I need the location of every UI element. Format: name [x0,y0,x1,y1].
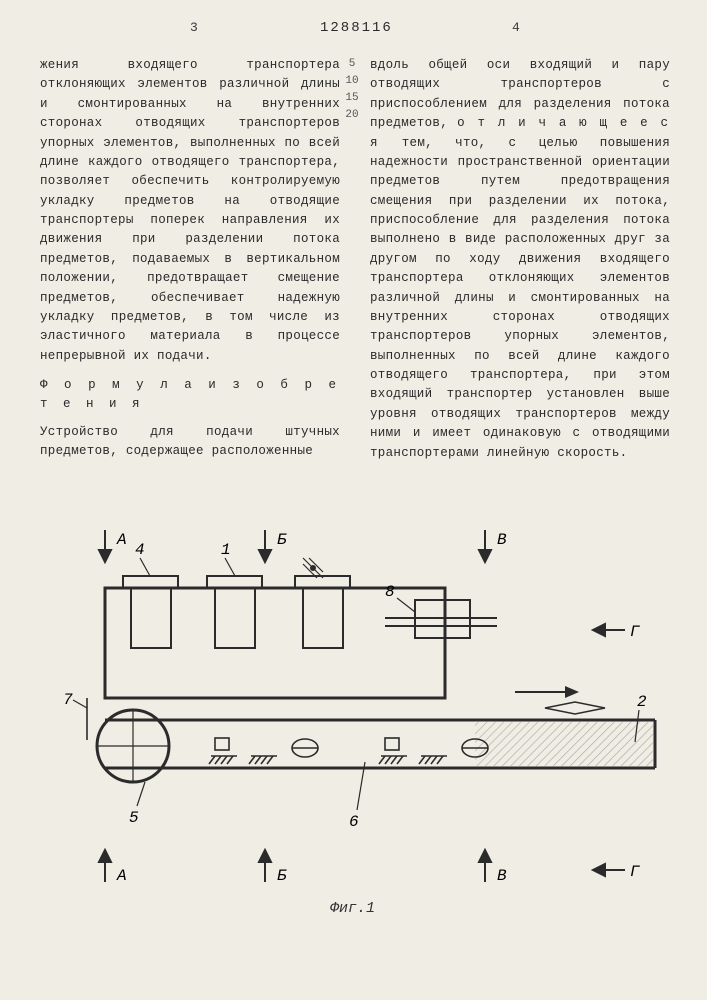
section-label-G-top: Г [630,623,640,641]
section-label-A-bot: A [116,867,127,885]
right-paragraph-b: тем, что, с целью повышения надежности п… [370,136,670,460]
formula-heading: Ф о р м у л а и з о б р е т е н и я [40,376,340,415]
callout-4: 4 [135,541,145,559]
section-label-B-top: Б [277,531,287,549]
left-paragraph-2: Устройство для подачи штучных предметов,… [40,423,340,462]
upper-frame [105,588,445,698]
callout-6: 6 [349,813,359,831]
callout-7: 7 [63,691,73,709]
section-label-B-bot: Б [277,867,287,885]
section-label-G-bot: Г [630,863,640,881]
section-label-V-bot: В [497,867,507,885]
figure-caption: Фиг.1 [330,900,375,917]
supports [87,698,488,764]
right-text-column: вдоль общей оси входящий и пару отводящи… [370,56,670,463]
lower-conveyor [105,720,655,768]
section-label-V-top: В [497,531,507,549]
left-paragraph-1: жения входящего транспортера отклоняющих… [40,56,340,366]
line-number-gutter: 5 10 15 20 [340,56,364,124]
left-text-column: жения входящего транспортера отклоняющих… [40,56,340,462]
callout-2: 2 [637,693,647,711]
page-number-left: 3 [190,20,198,35]
figure-1: A Б В Г [45,500,665,920]
section-label-A-top: A [116,531,127,549]
page-number-right: 4 [512,20,520,35]
patent-number: 1288116 [320,20,393,36]
section-marks-bottom [99,850,625,882]
section-marks-top [99,530,491,562]
callout-1: 1 [221,541,231,559]
callout-8: 8 [385,583,395,601]
patent-page: 3 1288116 4 жения входящего транспортера… [0,0,707,1000]
callout-5: 5 [129,809,139,827]
